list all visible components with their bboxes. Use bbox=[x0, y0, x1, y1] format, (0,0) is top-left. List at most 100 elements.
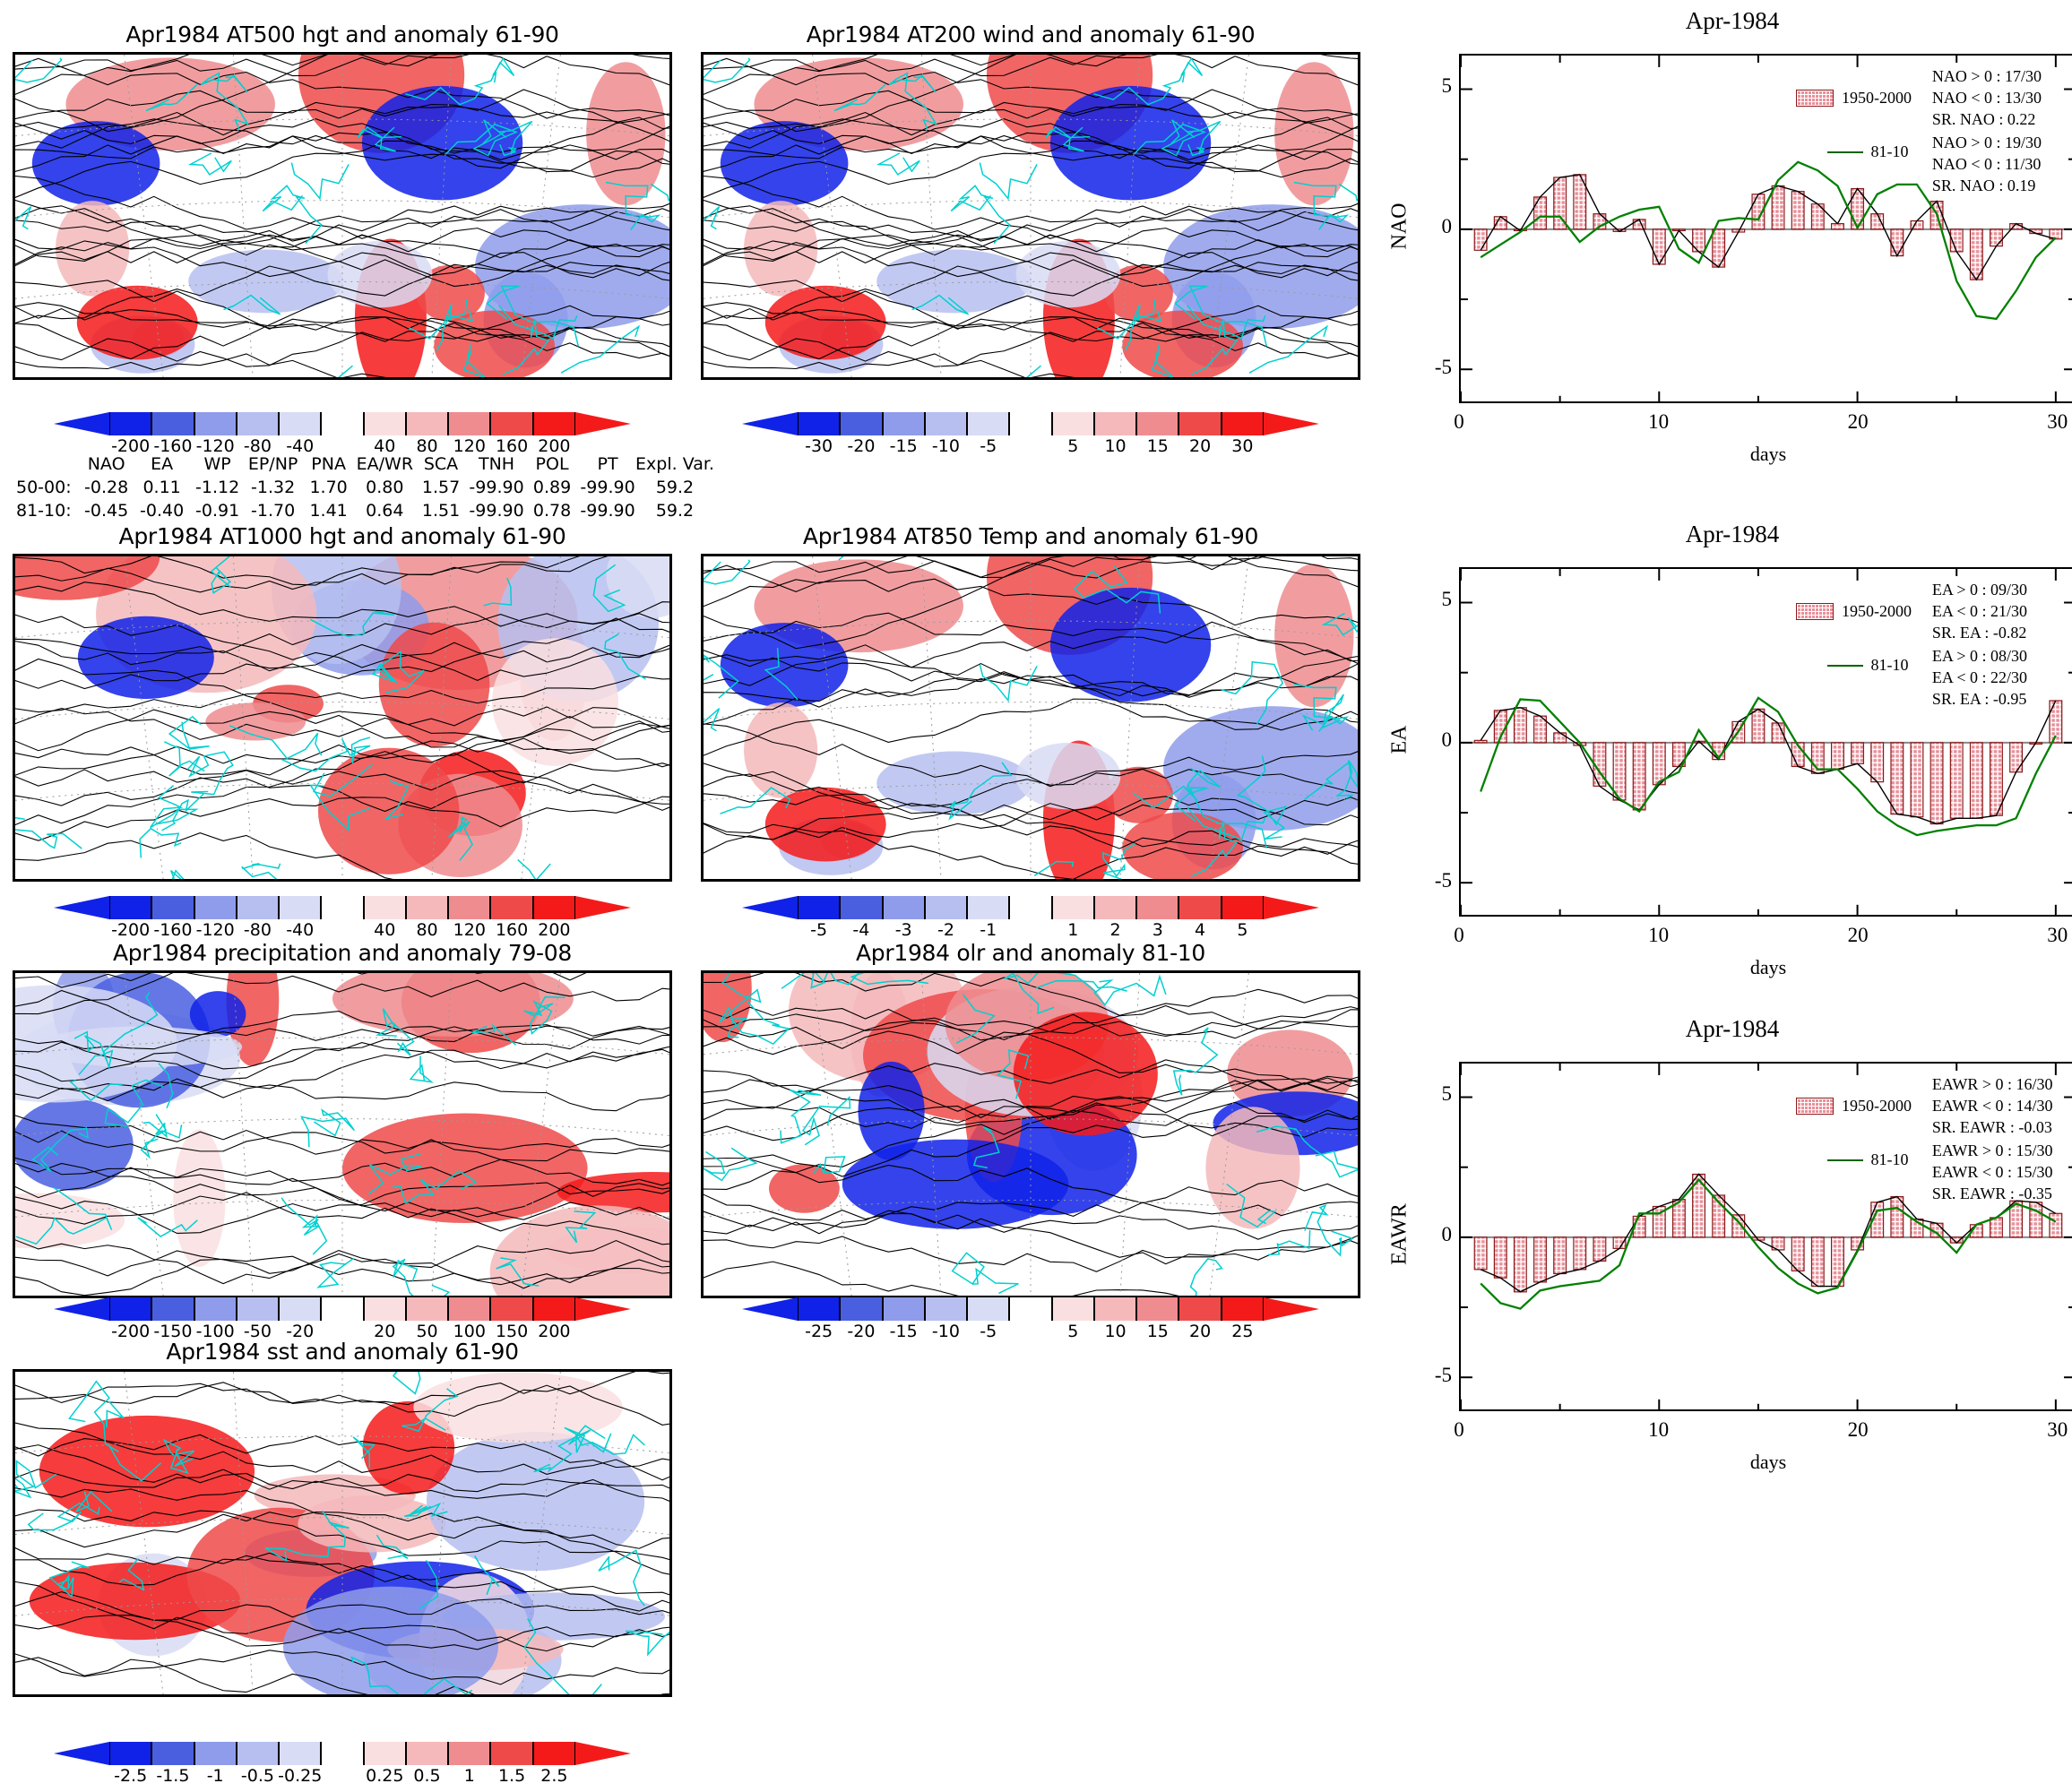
index-table-header: PT bbox=[597, 454, 618, 474]
index-table-header: EA bbox=[151, 454, 174, 474]
stat-line: SR. EAWR : -0.03 bbox=[1931, 1117, 2052, 1136]
timeseries-ytick-ea: 5 bbox=[1441, 587, 1453, 610]
colorbar-segment bbox=[840, 896, 883, 919]
colorbar-cap-low bbox=[54, 1742, 109, 1765]
colorbar-segment bbox=[1009, 412, 1052, 435]
index-table-cell: 0.64 bbox=[366, 501, 404, 521]
timeseries-xtick-nao: 0 bbox=[1454, 410, 1464, 433]
map-title-at1000: Apr1984 AT1000 hgt and anomaly 61-90 bbox=[118, 523, 566, 549]
colorbar-segment bbox=[321, 896, 364, 919]
index-table-cell: 0.80 bbox=[366, 478, 404, 497]
index-table-cell: -99.90 bbox=[580, 478, 635, 497]
colorbar-tick-label: -1 bbox=[206, 1766, 224, 1786]
colorbar-tick-label: -40 bbox=[286, 920, 315, 940]
colorbar-segment bbox=[405, 1742, 449, 1765]
stat-line: EA > 0 : 08/30 bbox=[1931, 647, 2027, 665]
timeseries-plot-eawr bbox=[1459, 1062, 2072, 1411]
colorbar-segment bbox=[1009, 896, 1052, 919]
colorbar-tick-label: -150 bbox=[153, 1322, 193, 1341]
colorbar-segment bbox=[882, 412, 925, 435]
map-title-at500: Apr1984 AT500 hgt and anomaly 61-90 bbox=[125, 22, 559, 47]
colorbar-segment bbox=[1221, 412, 1264, 435]
colorbar-segment bbox=[405, 1297, 449, 1321]
colorbar-tick-label: -15 bbox=[889, 436, 918, 456]
colorbar-tick-label: -10 bbox=[931, 1322, 960, 1341]
colorbar-tick-label: 1 bbox=[1067, 920, 1079, 940]
colorbar-segment bbox=[1009, 1297, 1052, 1321]
colorbar-tick-label: 30 bbox=[1231, 436, 1254, 456]
colorbar-tick-label: -2 bbox=[937, 920, 954, 940]
timeseries-ytick-ea: 0 bbox=[1441, 728, 1453, 751]
colorbar-tick-label: -0.25 bbox=[278, 1766, 323, 1786]
index-table-cell: 59.2 bbox=[655, 501, 695, 521]
map-title-at850: Apr1984 AT850 Temp and anomaly 61-90 bbox=[802, 523, 1259, 549]
colorbar-segment bbox=[490, 1297, 533, 1321]
stat-line: NAO > 0 : 17/30 bbox=[1931, 67, 2042, 85]
colorbar-tick-label: -5 bbox=[810, 920, 828, 940]
map-title-at200: Apr1984 AT200 wind and anomaly 61-90 bbox=[806, 22, 1256, 47]
timeseries-ytick-eawr: -5 bbox=[1434, 1364, 1452, 1387]
colorbar-tick-label: 15 bbox=[1146, 436, 1169, 456]
colorbar: -200 -160 -120 -80 -40 40 80 120 160 200 bbox=[13, 896, 672, 941]
timeseries-xtick-ea: 10 bbox=[1648, 924, 1670, 946]
map-plot-precip bbox=[13, 970, 672, 1298]
timeseries-ytick-eawr: 0 bbox=[1441, 1223, 1453, 1245]
map-plot-at500 bbox=[13, 52, 672, 380]
colorbar: -30 -20 -15 -10 -5 5 10 15 20 30 bbox=[701, 412, 1360, 457]
timeseries-stats-line-ea: EA > 0 : 08/30 EA < 0 : 22/30 SR. EA : -0.… bbox=[1932, 646, 2027, 710]
map-title-precip: Apr1984 precipitation and anomaly 79-08 bbox=[112, 940, 572, 966]
timeseries-title-eawr: Apr-1984 bbox=[1685, 1015, 1780, 1042]
timeseries-legend-bars-nao: 1950-2000 bbox=[1796, 88, 1912, 108]
colorbar-tick-label: -5 bbox=[980, 436, 997, 456]
timeseries-xtick-nao: 10 bbox=[1648, 410, 1670, 433]
timeseries-xlabel-ea: days bbox=[1749, 956, 1787, 978]
legend-bar-label: 1950-2000 bbox=[1842, 89, 1912, 108]
legend-line-label: 81-10 bbox=[1870, 656, 1909, 675]
timeseries-ylabel-eawr: EAWR bbox=[1387, 1203, 1412, 1265]
colorbar-segment bbox=[151, 1742, 194, 1765]
colorbar-cap-high bbox=[575, 412, 631, 435]
colorbar-segment bbox=[532, 896, 575, 919]
colorbar-tick-label: 160 bbox=[495, 436, 529, 456]
stat-line: EAWR > 0 : 16/30 bbox=[1931, 1075, 2053, 1093]
colorbar-tick-label: 5 bbox=[1237, 920, 1248, 940]
colorbar-segment bbox=[882, 896, 925, 919]
index-table-cell: -1.12 bbox=[195, 478, 240, 497]
colorbar-tick-label: -50 bbox=[243, 1322, 272, 1341]
colorbar-segment bbox=[279, 1742, 322, 1765]
index-table-cell: 0.11 bbox=[142, 478, 181, 497]
timeseries-stats-bars-eawr: EAWR > 0 : 16/30 EAWR < 0 : 14/30 SR. EAWR… bbox=[1932, 1074, 2053, 1138]
legend-line-swatch bbox=[1826, 1159, 1863, 1161]
colorbar-segment bbox=[236, 1742, 280, 1765]
colorbar-tick-label: 120 bbox=[453, 920, 486, 940]
colorbar-tick-label: 25 bbox=[1231, 1322, 1254, 1341]
map-title-sst: Apr1984 sst and anomaly 61-90 bbox=[166, 1339, 519, 1365]
colorbar-tick-label: 10 bbox=[1104, 1322, 1127, 1341]
index-table-corner bbox=[16, 452, 79, 476]
colorbar-tick-label: 80 bbox=[416, 436, 438, 456]
colorbar-segment bbox=[448, 412, 491, 435]
map-plot-sst bbox=[13, 1369, 672, 1697]
colorbar-segment bbox=[532, 1297, 575, 1321]
index-table-cell: -0.40 bbox=[140, 501, 185, 521]
colorbar-segment bbox=[363, 896, 406, 919]
timeseries-title-nao: Apr-1984 bbox=[1685, 7, 1780, 34]
colorbar-segment bbox=[882, 1297, 925, 1321]
colorbar-tick-label: -160 bbox=[153, 436, 193, 456]
colorbar-tick-label: -25 bbox=[805, 1322, 833, 1341]
colorbar-segment bbox=[448, 1297, 491, 1321]
colorbar-segment bbox=[967, 1297, 1010, 1321]
colorbar-segment bbox=[1221, 896, 1264, 919]
colorbar-tick-label: 1 bbox=[463, 1766, 475, 1786]
colorbar: -200 -150 -100 -50 -20 20 50 100 150 200 bbox=[13, 1297, 672, 1342]
colorbar-cap-low bbox=[54, 1297, 109, 1321]
timeseries-xtick-eawr: 30 bbox=[2047, 1418, 2068, 1441]
timeseries-panel-nao: Apr-1984 -5 0 5 0 10 20 30 NAO days 1950-2000 81-10… bbox=[1351, 7, 2072, 473]
colorbar-segment bbox=[109, 412, 152, 435]
colorbar-segment bbox=[363, 1742, 406, 1765]
colorbar-segment bbox=[194, 412, 237, 435]
index-table-header: SCA bbox=[423, 454, 459, 474]
colorbar-segment bbox=[448, 1742, 491, 1765]
index-table-header: POL bbox=[535, 454, 569, 474]
colorbar-tick-label: -80 bbox=[243, 436, 272, 456]
